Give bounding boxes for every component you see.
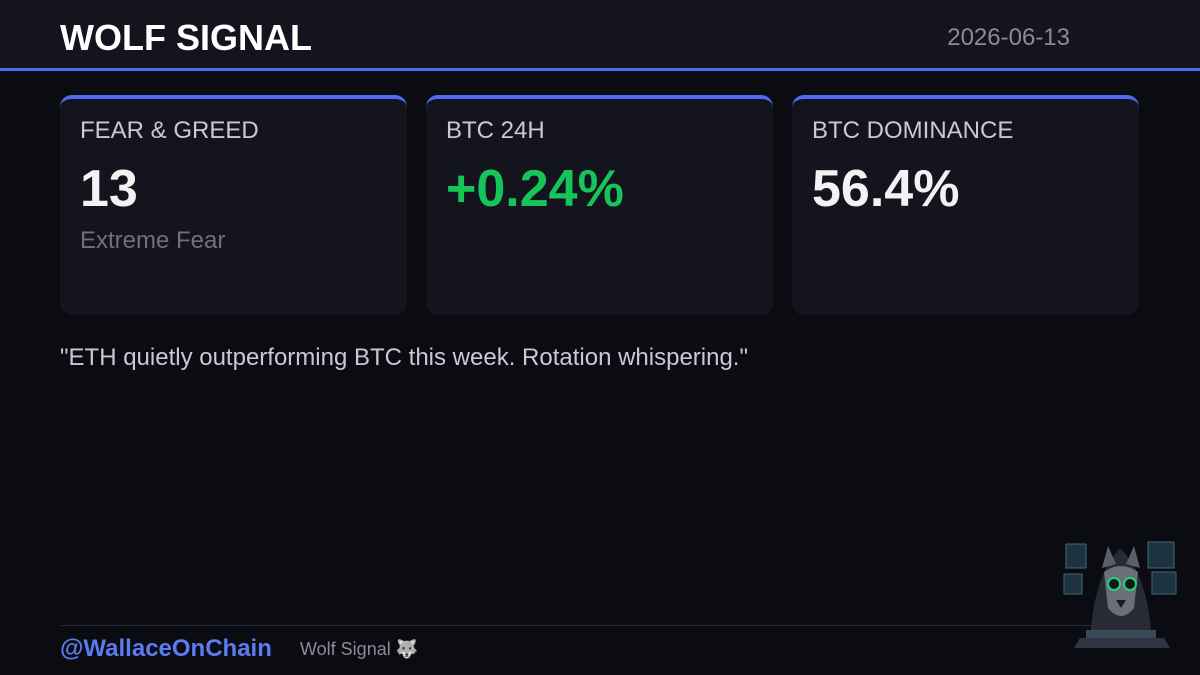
footer-rule xyxy=(60,625,1140,626)
stat-card: BTC 24H +0.24% xyxy=(426,95,773,315)
card-subtitle: Extreme Fear xyxy=(80,227,226,254)
date: 2026-06-13 xyxy=(947,24,1070,51)
card-value: +0.24% xyxy=(446,160,624,218)
title: WOLF SIGNAL xyxy=(60,17,312,58)
stat-card: BTC DOMINANCE 56.4% xyxy=(792,95,1139,315)
card-label: FEAR & GREED xyxy=(80,117,259,144)
brand: Wolf Signal 🐺 xyxy=(300,639,419,659)
card-value: 13 xyxy=(80,160,138,218)
card-label: BTC DOMINANCE xyxy=(812,117,1014,144)
stat-card: FEAR & GREED 13 Extreme Fear xyxy=(60,95,407,315)
handle[interactable]: @WallaceOnChain xyxy=(60,635,272,662)
header-bar xyxy=(0,0,1200,71)
card-label: BTC 24H xyxy=(446,117,545,144)
quote: "ETH quietly outperforming BTC this week… xyxy=(60,344,748,371)
wolf-avatar xyxy=(1063,541,1177,648)
card-value: 56.4% xyxy=(812,160,960,218)
